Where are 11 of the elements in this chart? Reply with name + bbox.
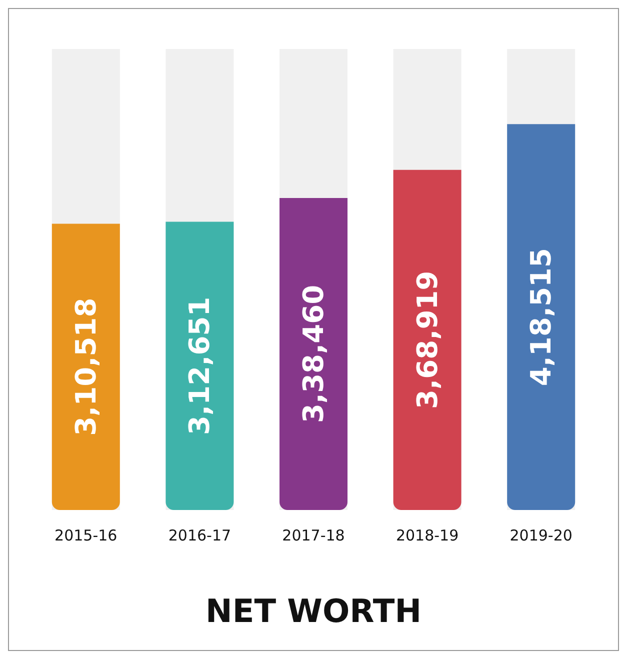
x-tick-label: 2015-16 <box>54 526 118 544</box>
x-tick-label: 2017-18 <box>282 526 345 544</box>
data-label: 3,12,651 <box>183 296 216 435</box>
text: NET WORTH <box>206 592 422 630</box>
x-tick-label: 2018-19 <box>396 526 459 544</box>
x-tick-label: 2019-20 <box>510 526 572 544</box>
data-label: 3,38,460 <box>297 284 330 424</box>
data-label: 4,18,515 <box>524 248 558 386</box>
data-label: 3,68,919 <box>410 270 444 410</box>
x-tick-label: 2016-17 <box>168 526 232 544</box>
data-label: 3,10,518 <box>69 298 102 436</box>
